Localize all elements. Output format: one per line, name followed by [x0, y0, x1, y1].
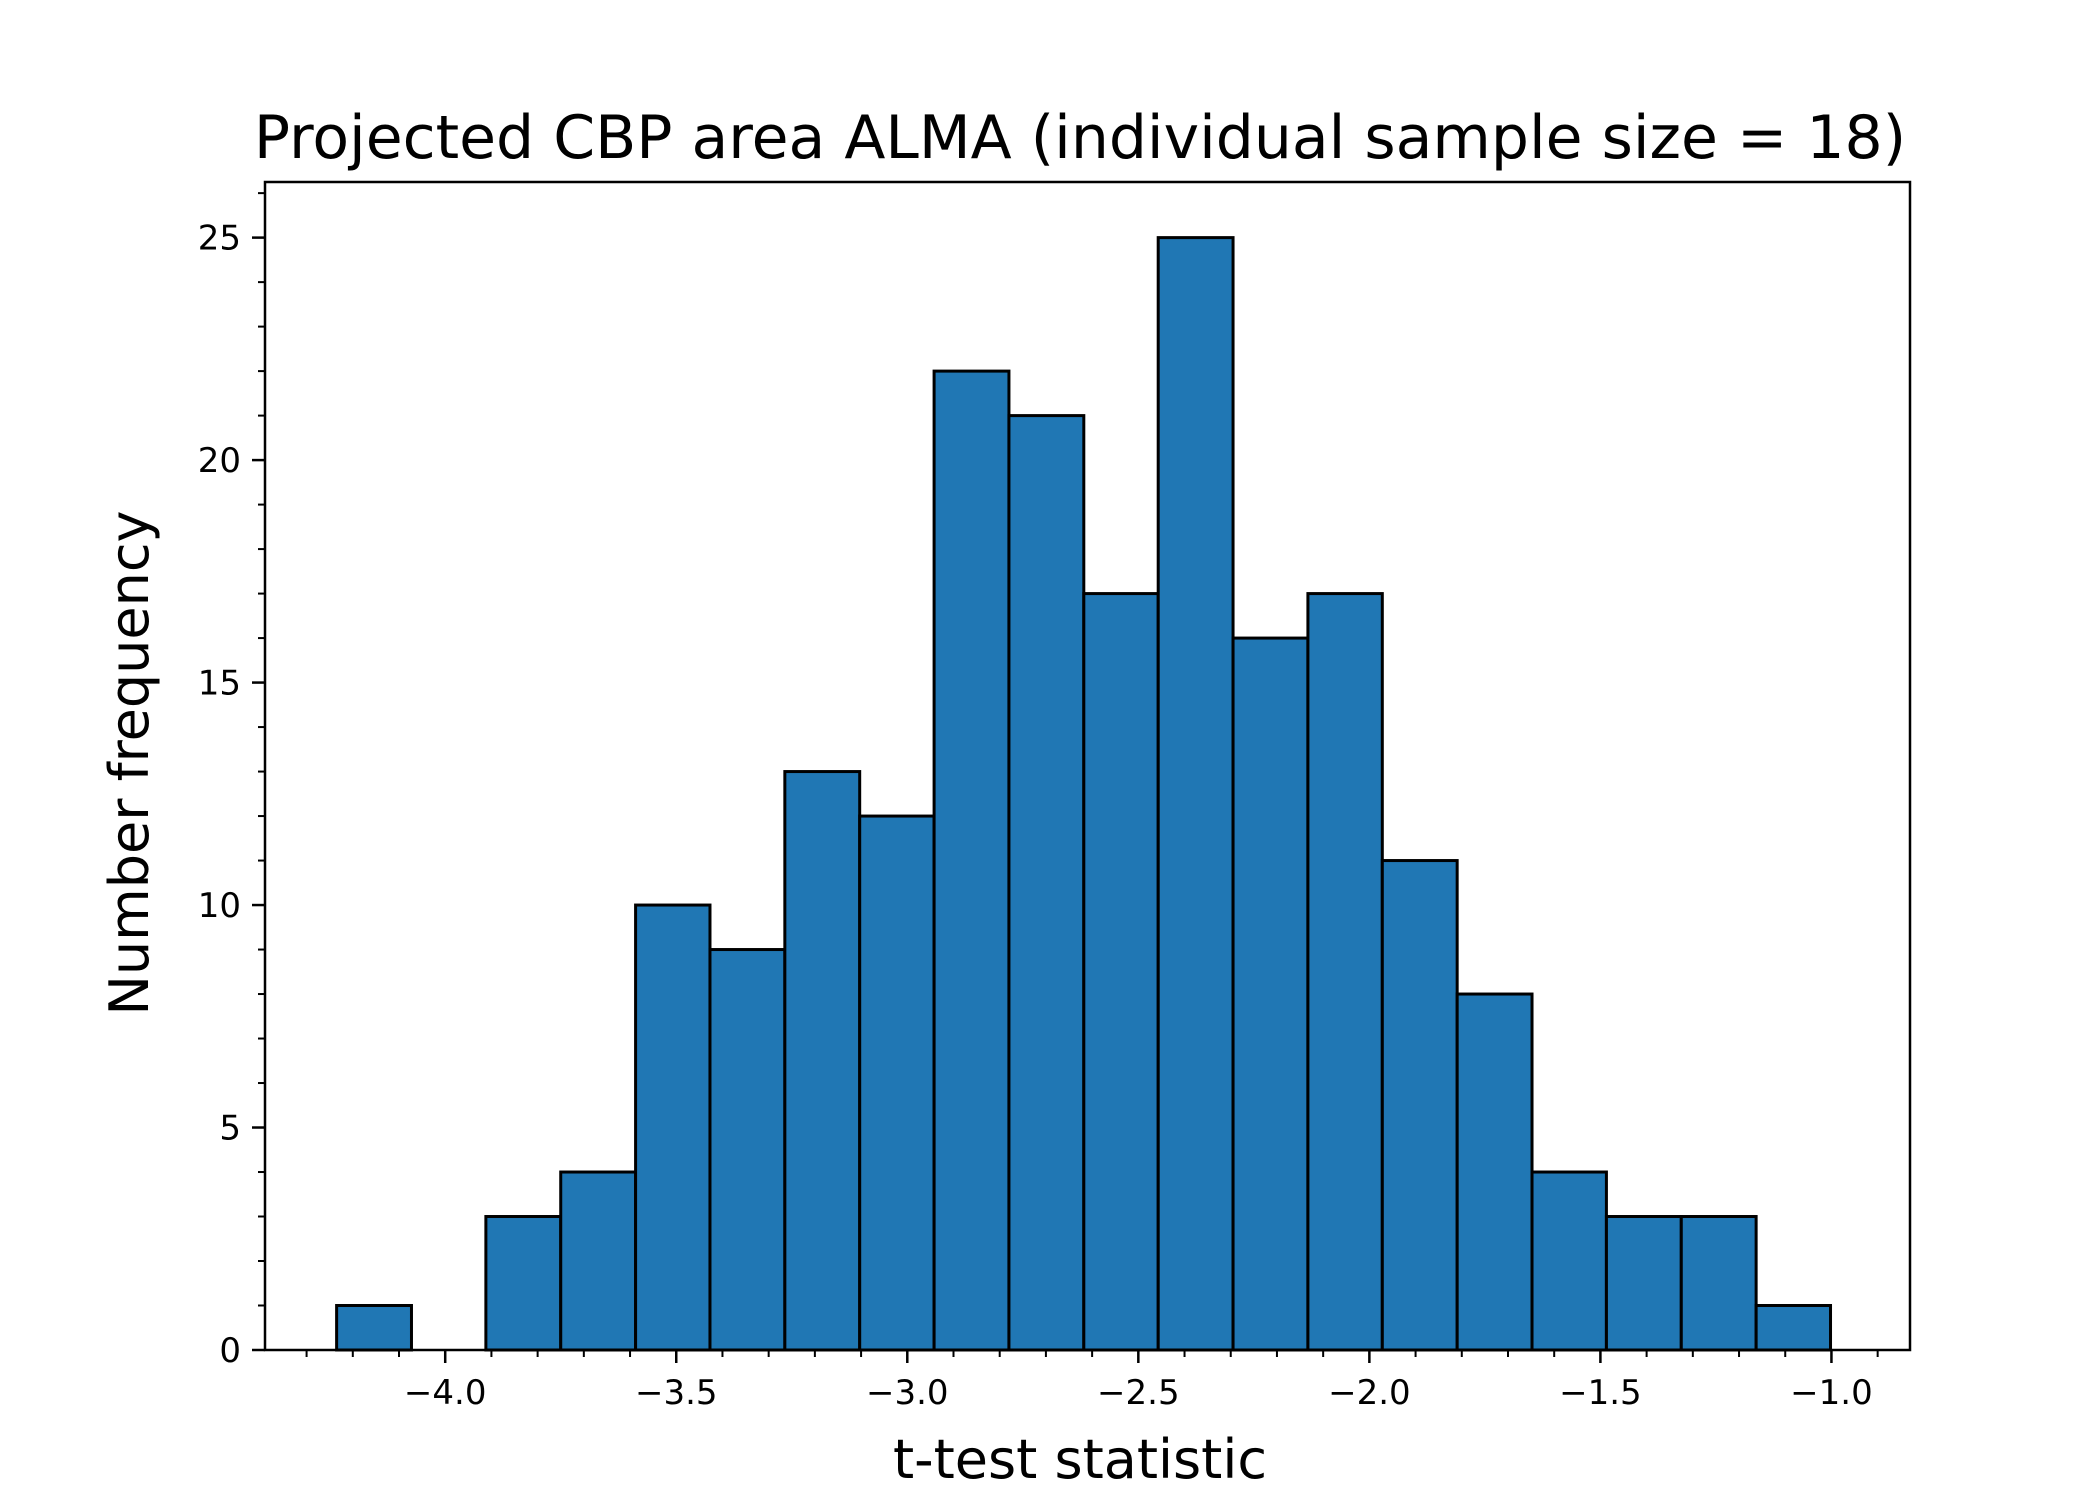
histogram-bar — [1306, 592, 1384, 1352]
histogram-bar — [484, 1215, 563, 1352]
histogram-bar — [634, 903, 712, 1352]
x-axis-ticks: −4.0 −3.5 −3.0 −2.5 −2.0 −1.5 −1.0 — [305, 1350, 1879, 1413]
plot-frame — [263, 180, 1912, 1352]
histogram-bar — [1380, 859, 1459, 1352]
histogram-bar — [1754, 1304, 1833, 1352]
y-tick-label: 20 — [198, 441, 241, 481]
y-tick-label: 25 — [198, 219, 241, 259]
x-tick-label: −1.0 — [1790, 1373, 1873, 1413]
chart-title: Projected CBP area ALMA (individual samp… — [254, 103, 1906, 173]
x-tick-label: −2.0 — [1328, 1373, 1411, 1413]
histogram-bar — [1156, 236, 1235, 1352]
y-tick-label: 15 — [198, 664, 241, 704]
y-tick-label: 0 — [219, 1331, 241, 1371]
y-axis-ticks: 0 5 10 15 20 25 — [198, 192, 265, 1371]
histogram-bar — [783, 770, 862, 1352]
histogram-bar — [559, 1170, 638, 1352]
x-tick-label: −2.5 — [1097, 1373, 1180, 1413]
histogram-bar — [858, 814, 936, 1352]
histogram-bar — [1530, 1170, 1608, 1352]
y-axis-label: Number frequency — [98, 511, 161, 1016]
histogram-bar — [1604, 1215, 1683, 1352]
histogram-bar — [1455, 992, 1534, 1352]
y-tick-label: 5 — [219, 1109, 241, 1149]
histogram-bar — [1082, 592, 1160, 1352]
histogram-bar — [1007, 414, 1086, 1352]
histogram-bar — [708, 948, 787, 1352]
histogram-bar — [335, 1304, 413, 1352]
histogram-bar — [1679, 1215, 1758, 1352]
x-tick-label: −3.0 — [866, 1373, 949, 1413]
histogram-bar — [932, 369, 1011, 1352]
x-tick-label: −4.0 — [404, 1373, 487, 1413]
x-axis-label: t-test statistic — [893, 1428, 1267, 1491]
histogram-bar — [1231, 636, 1310, 1352]
x-tick-label: −1.5 — [1559, 1373, 1642, 1413]
bars-layer — [335, 236, 1833, 1352]
y-tick-label: 10 — [198, 886, 241, 926]
x-tick-label: −3.5 — [635, 1373, 718, 1413]
